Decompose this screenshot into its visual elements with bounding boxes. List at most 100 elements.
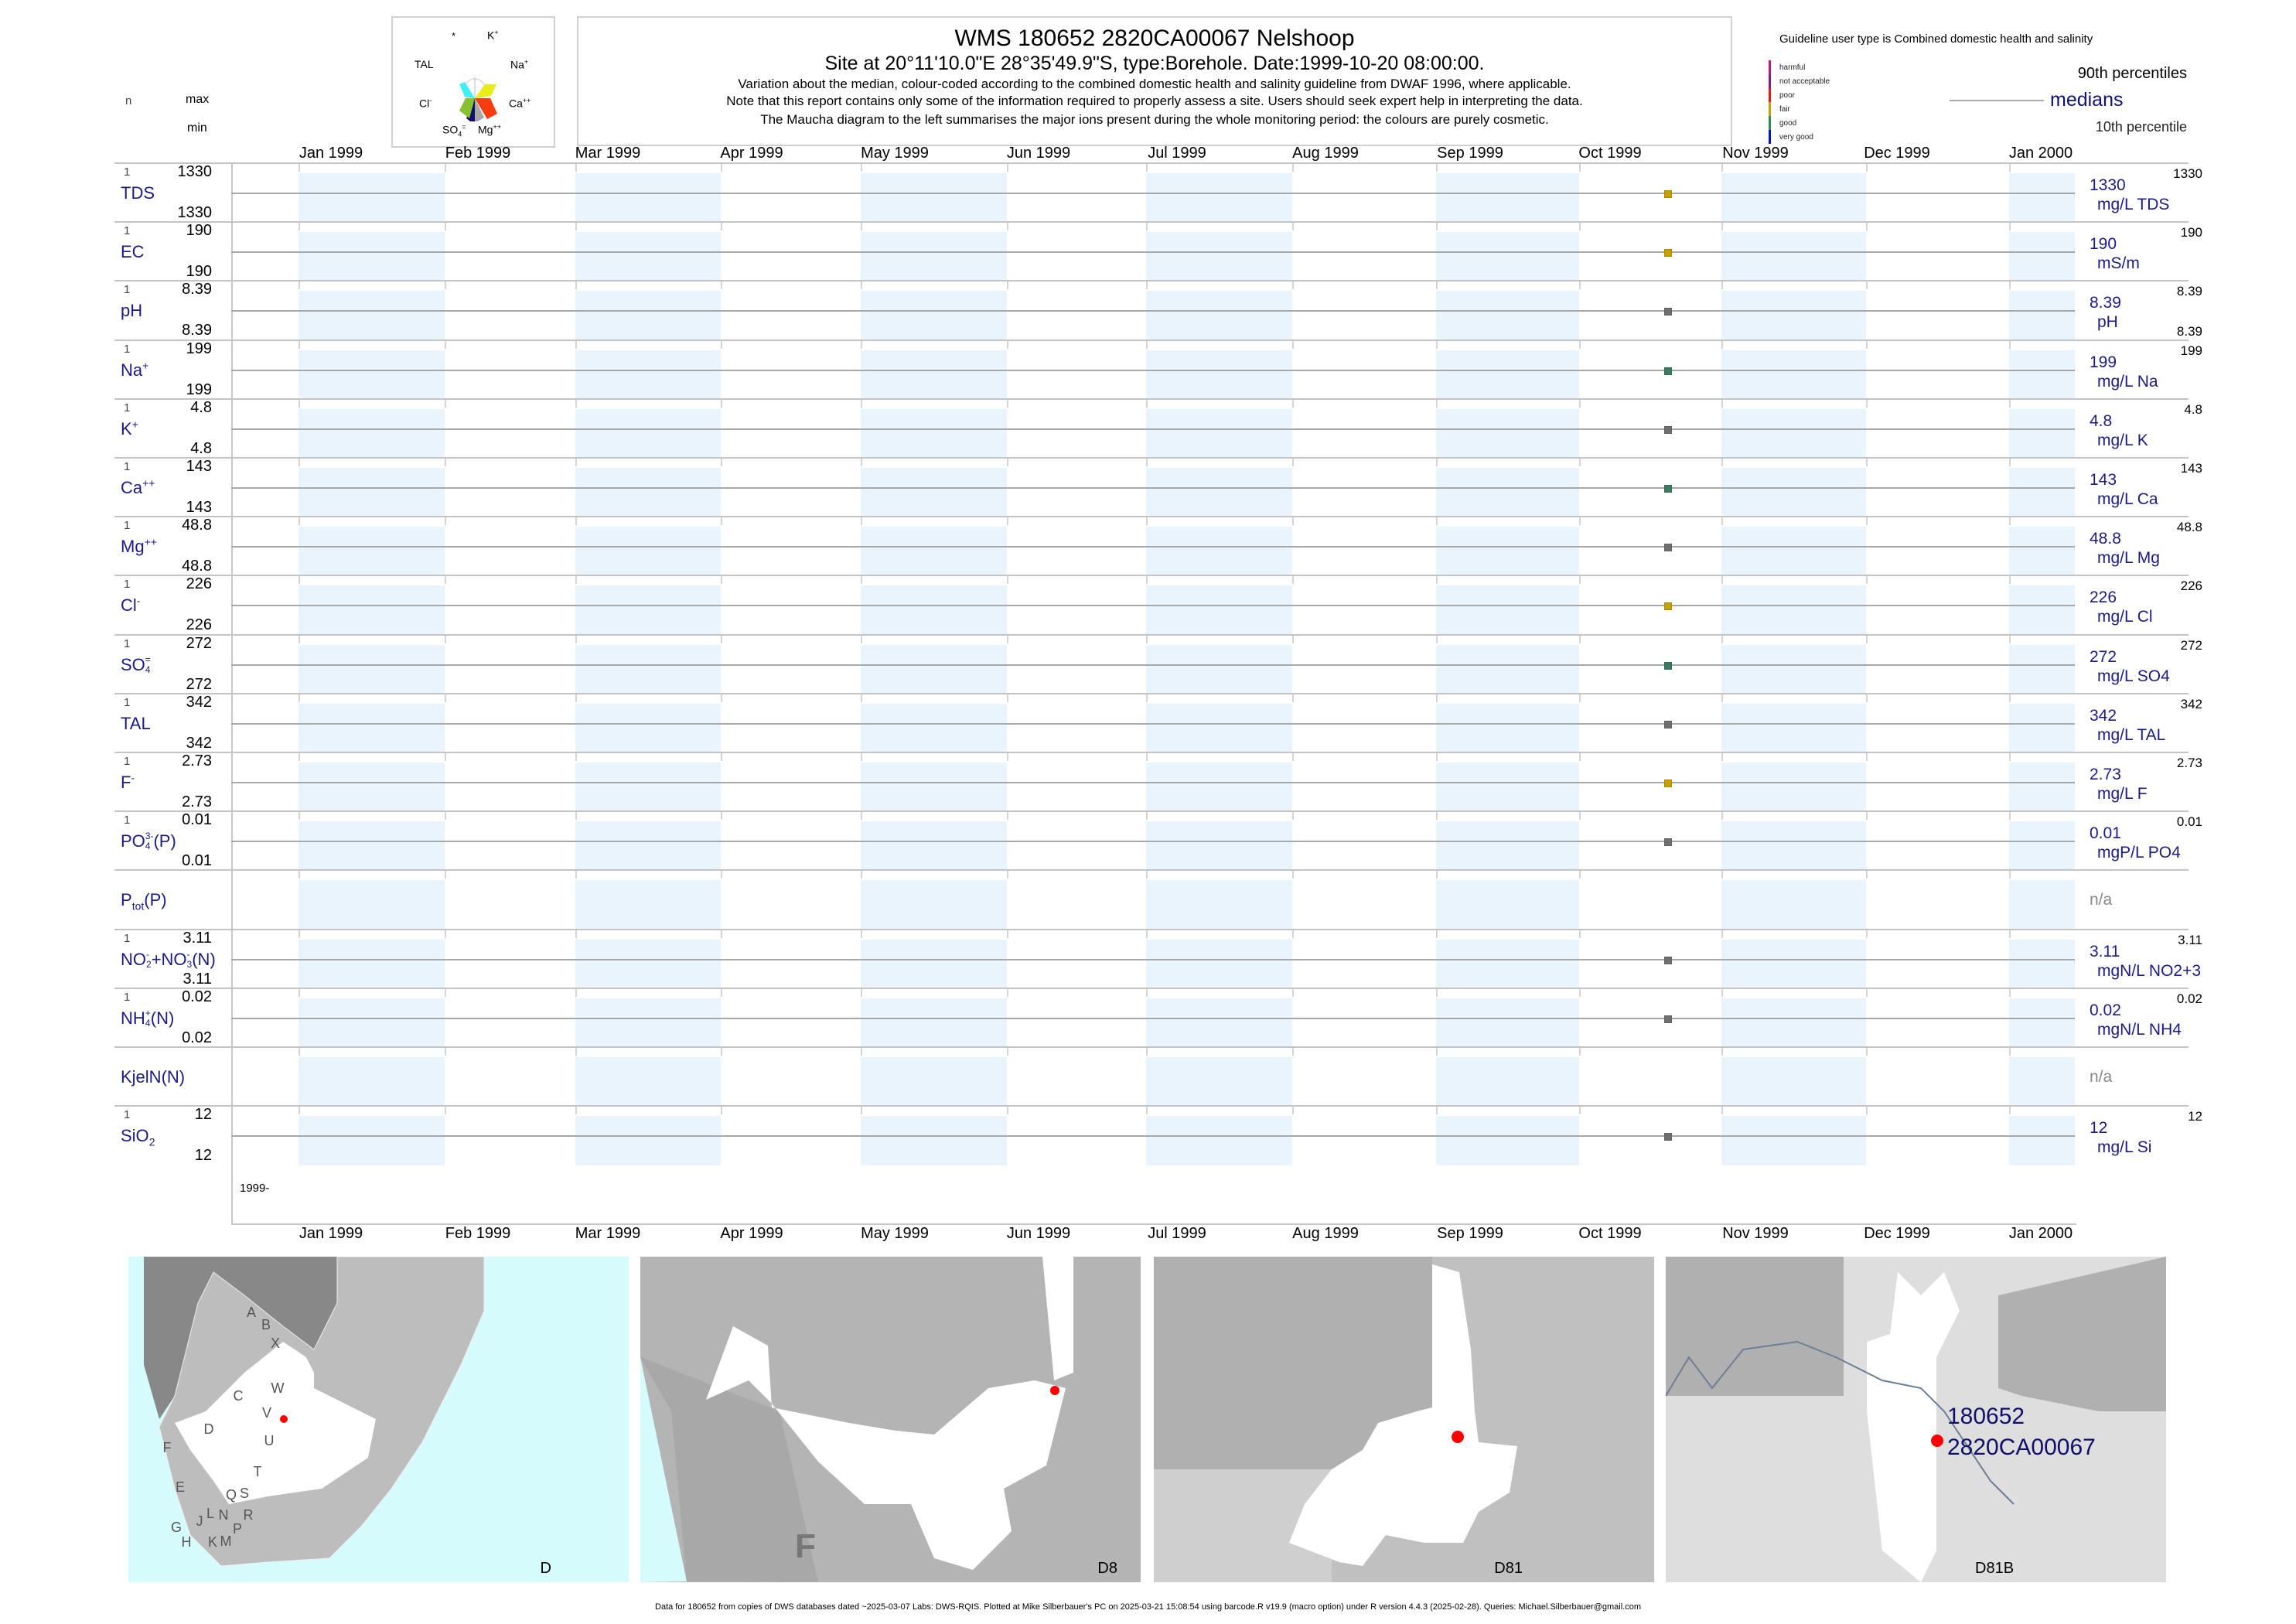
x-tick-label: Apr 1999 [720, 1225, 783, 1242]
legend-90th-percentiles: 90th percentiles [2077, 65, 2187, 82]
legend-color-not-acceptable [1769, 74, 1771, 88]
x-tick [721, 635, 722, 643]
x-tick [575, 1048, 577, 1056]
month-band [299, 291, 445, 341]
max-value: 0.02 [182, 988, 212, 1005]
x-tick [1292, 281, 1294, 290]
max-value: 272 [186, 634, 212, 652]
month-band [2009, 644, 2075, 694]
x-tick [1579, 753, 1581, 761]
x-tick [1146, 399, 1148, 408]
max-value: 8.39 [182, 281, 212, 299]
x-tick [1436, 399, 1438, 408]
min-value: 8.39 [182, 322, 212, 339]
parameter-name: Ca++ [121, 476, 155, 497]
month-band [1721, 527, 1866, 577]
x-tick [1007, 635, 1008, 643]
x-tick [1436, 517, 1438, 526]
x-tick [1579, 812, 1581, 821]
x-tick [575, 576, 577, 585]
x-tick [1292, 1107, 1294, 1115]
max-value: 1330 [177, 163, 213, 180]
x-tick [299, 1107, 300, 1115]
legend-class-label: good [1779, 119, 1797, 128]
sample-count: 1 [124, 401, 131, 415]
parameter-row: SO = 4 1 272 272 272 mg/L SO4 272 [114, 633, 2202, 694]
month-band [575, 763, 721, 812]
x-tick [1146, 988, 1148, 997]
unit-label: mg/L K [2097, 431, 2148, 449]
map-label-d8: D8 [1097, 1560, 1117, 1577]
x-tick [1292, 812, 1294, 821]
min-value: 1330 [177, 204, 213, 221]
n-header: n [125, 94, 132, 107]
parameter-row: KjelN(N) n/a [114, 1046, 2189, 1107]
median-line [231, 1135, 2075, 1138]
month-band [1146, 468, 1292, 517]
map-d81: D81 [1154, 1257, 1654, 1582]
median-value: 199 [2090, 353, 2117, 371]
x-tick [1146, 340, 1148, 349]
x-tick-label: Sep 1999 [1437, 145, 1503, 162]
drainage-region-letter: L [206, 1506, 215, 1521]
parameter-row: Ptot(P) n/a [114, 869, 2189, 930]
month-band [1721, 939, 1866, 989]
month-band [1721, 763, 1866, 812]
x-tick [575, 988, 577, 997]
x-tick [721, 576, 722, 585]
x-tick [1721, 988, 1723, 997]
legend-class-label: very good [1779, 133, 1813, 142]
map-d8: F D8 [640, 1257, 1141, 1582]
x-tick [2009, 694, 2011, 702]
p90-value: 8.39 [2176, 284, 2202, 299]
maucha-cl-segment [459, 98, 475, 118]
x-tick [1007, 871, 1008, 879]
sample-point [1663, 661, 1672, 670]
x-tick [1721, 812, 1723, 821]
x-tick [1866, 399, 1868, 408]
x-tick-label: May 1999 [861, 1225, 929, 1242]
legend-color-very-good [1769, 130, 1771, 144]
unit-label: pH [2097, 313, 2118, 332]
x-tick [1146, 164, 1148, 172]
month-band [1721, 998, 1866, 1048]
x-tick [1866, 812, 1868, 821]
month-band [299, 408, 445, 459]
month-band [2009, 703, 2075, 753]
parameter-name: SiO2 [121, 1126, 155, 1148]
x-tick [1721, 399, 1723, 408]
month-band [861, 763, 1007, 812]
x-tick [1146, 930, 1148, 938]
x-tick-label: Nov 1999 [1722, 1225, 1789, 1242]
x-tick [721, 281, 722, 290]
x-tick [1866, 164, 1868, 172]
x-tick-label: Dec 1999 [1864, 145, 1930, 162]
map-d81-graphic [1154, 1257, 1517, 1582]
map-label-d81: D81 [1494, 1560, 1523, 1577]
x-tick-label: Aug 1999 [1292, 145, 1359, 162]
month-band [575, 527, 721, 577]
x-tick-label: Mar 1999 [575, 145, 641, 162]
x-tick [575, 930, 577, 938]
sample-point [1663, 544, 1672, 552]
parameter-name: K+ [121, 418, 138, 438]
map-d81b: 180652 2820CA00067 D81B [1665, 1257, 2166, 1582]
x-tick [721, 1048, 722, 1056]
x-tick [1721, 635, 1723, 643]
p90-value: 4.8 [2184, 401, 2202, 417]
note-variation: Variation about the median, colour-coded… [738, 77, 1571, 91]
x-tick [2009, 459, 2011, 466]
map-south-africa-graphic [144, 1256, 485, 1567]
note-maucha: The Maucha diagram to the left summarise… [760, 112, 1549, 127]
x-tick [1866, 988, 1868, 997]
x-tick [1866, 930, 1868, 938]
legend-color-harmful [1769, 60, 1771, 74]
parameter-row: TDS 1 1330 1330 1330 mg/L TDS 1330 [114, 162, 2202, 223]
min-value: 2.73 [182, 793, 212, 810]
min-value: 226 [186, 616, 212, 634]
footer-note: Data for 180652 from copies of DWS datab… [655, 1602, 1641, 1612]
month-band [2009, 939, 2075, 989]
month-band [861, 527, 1007, 577]
month-band [2009, 1057, 2075, 1107]
